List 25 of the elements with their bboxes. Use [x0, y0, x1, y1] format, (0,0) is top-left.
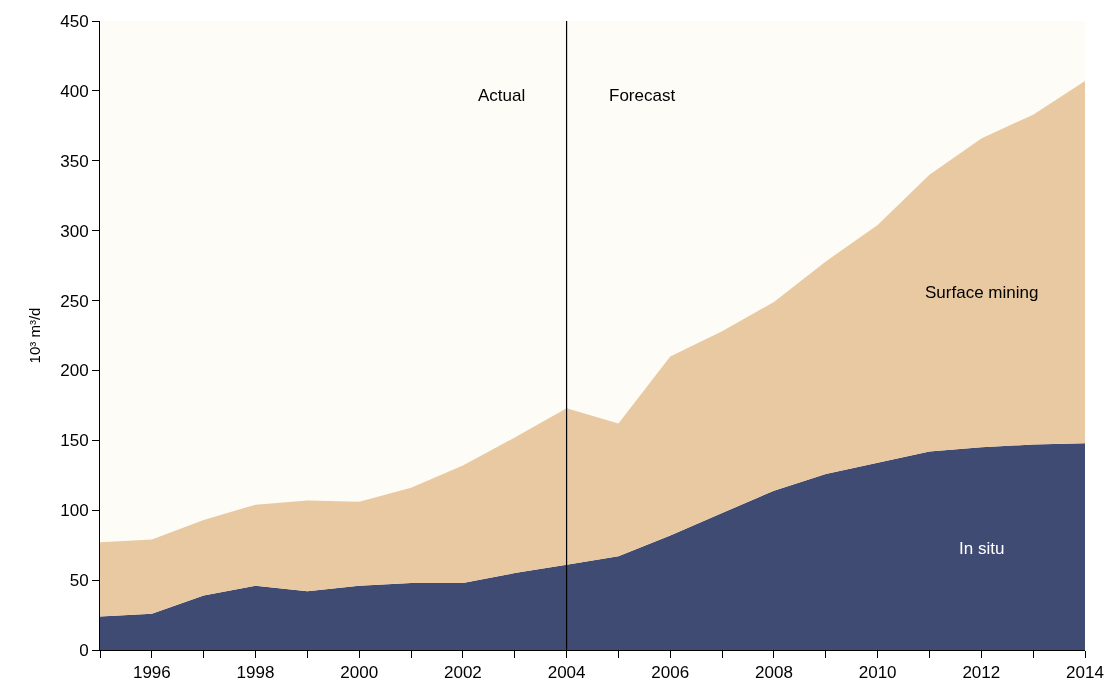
x-tick-label: 2012: [962, 663, 1001, 683]
y-tick-label: 100: [60, 501, 89, 521]
y-axis-title: 10³ m³/d: [26, 307, 44, 364]
series-label: In situ: [959, 539, 1005, 558]
y-tick-label: 300: [60, 221, 89, 241]
x-tick-label: 2004: [547, 663, 586, 683]
y-tick-label: 450: [60, 11, 89, 31]
x-tick-label: 2008: [755, 663, 793, 683]
annotation: Forecast: [609, 86, 676, 105]
y-tick-label: 150: [60, 431, 89, 451]
y-tick-label: 50: [69, 571, 89, 591]
y-tick-label: 400: [60, 81, 89, 101]
x-tick-label: 2010: [858, 663, 897, 683]
annotation: Actual: [478, 86, 526, 105]
y-tick-label: 200: [60, 361, 89, 381]
y-tick-label: 350: [60, 151, 89, 171]
x-tick-label: 1998: [236, 663, 275, 683]
x-tick-label: 2014: [1066, 663, 1104, 683]
y-tick-label: 250: [60, 291, 89, 311]
series-label: Surface mining: [925, 283, 1039, 302]
x-tick-label: 2006: [651, 663, 690, 683]
x-tick-label: 2002: [443, 663, 482, 683]
x-tick-label: 1996: [132, 663, 171, 683]
x-tick-label: 2000: [340, 663, 379, 683]
y-tick-label: 0: [79, 640, 89, 660]
